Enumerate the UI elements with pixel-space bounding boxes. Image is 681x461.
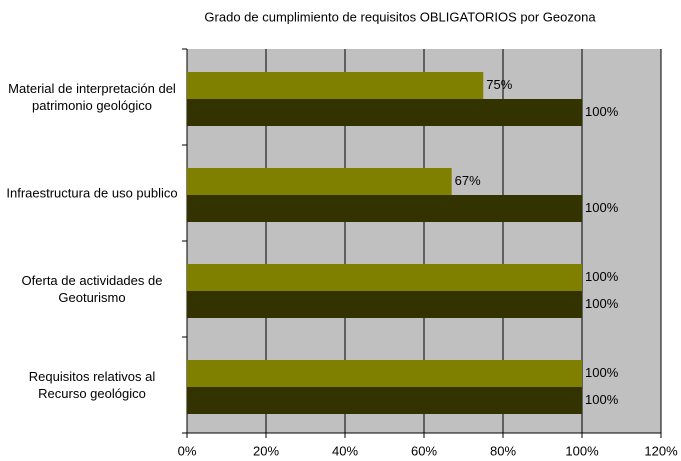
x-tick-label: 60% [411, 443, 437, 458]
bar [187, 99, 582, 126]
y-tick-label: Infraestructura de uso publico [6, 185, 178, 201]
bar [187, 168, 452, 195]
y-tick-label: Requisitos relativos al Recurso geológic… [28, 369, 156, 401]
data-label: 67% [455, 173, 481, 188]
x-tick-label: 40% [332, 443, 358, 458]
data-label: 100% [585, 104, 619, 119]
data-label: 100% [585, 392, 619, 407]
x-tick-label: 120% [644, 443, 678, 458]
y-tick-label: Material de interpretación del patrimoni… [8, 81, 176, 113]
bar [187, 291, 582, 318]
x-tick-label: 80% [490, 443, 516, 458]
bar [187, 360, 582, 387]
y-tick-label: Oferta de actividades de Geoturismo [21, 273, 163, 305]
x-tick-label: 0% [178, 443, 197, 458]
bar [187, 387, 582, 414]
data-label: 75% [486, 77, 512, 92]
bar [187, 195, 582, 222]
chart-title: Grado de cumplimiento de requisitos OBLI… [204, 9, 596, 24]
data-label: 100% [585, 296, 619, 311]
data-label: 100% [585, 200, 619, 215]
bar [187, 72, 484, 99]
bar [187, 264, 582, 291]
x-tick-label: 20% [253, 443, 279, 458]
data-label: 100% [585, 269, 619, 284]
x-tick-label: 100% [565, 443, 599, 458]
data-label: 100% [585, 365, 619, 380]
